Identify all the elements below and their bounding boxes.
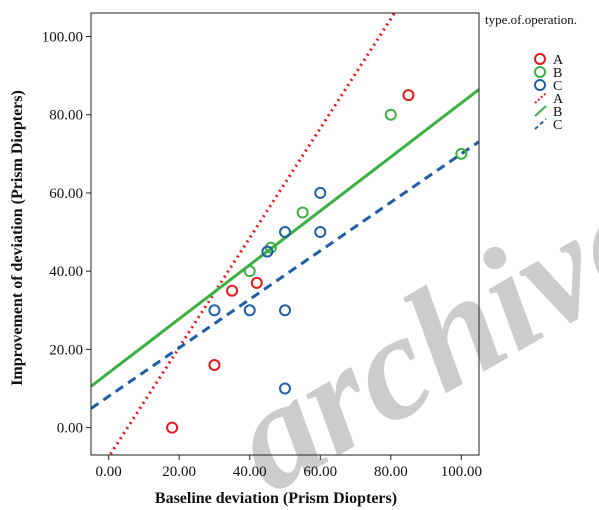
data-point xyxy=(226,284,239,297)
y-tick-label: 80.00 xyxy=(49,108,83,124)
legend-label: B xyxy=(553,105,562,120)
legend-marker-B xyxy=(534,66,546,78)
y-tick-label: 20.00 xyxy=(49,342,83,358)
legend-label: C xyxy=(553,79,562,94)
data-point xyxy=(279,226,291,239)
data-point xyxy=(314,186,327,199)
series-A-points xyxy=(166,89,415,434)
legend-label: B xyxy=(553,66,562,81)
watermark: archive xyxy=(204,151,599,510)
data-point xyxy=(279,304,291,317)
y-axis-title: Improvement of deviation (Prism Diopters… xyxy=(9,90,26,386)
x-tick-label: 40.00 xyxy=(233,464,267,480)
data-point xyxy=(208,359,221,372)
data-point xyxy=(243,304,256,317)
y-tick-label: 40.00 xyxy=(49,264,83,280)
plot-frame xyxy=(90,12,480,456)
x-tick-label: 0.00 xyxy=(96,464,122,480)
legend-title: type.of.operation. xyxy=(485,12,577,27)
legend-line-B xyxy=(534,105,547,117)
y-tick-label: 60.00 xyxy=(49,186,83,202)
data-point xyxy=(296,206,309,219)
x-axis-title: Baseline deviation (Prism Diopters) xyxy=(155,490,397,507)
legend-marker-A xyxy=(534,53,546,65)
data-point xyxy=(243,265,256,278)
x-tick-label: 100.00 xyxy=(441,464,482,480)
legend-marker-C xyxy=(534,79,546,91)
y-axis: 0.00 20.00 40.00 60.00 80.00 100.00 xyxy=(42,29,91,437)
data-point xyxy=(261,245,274,258)
data-point xyxy=(166,421,179,434)
legend-line-A xyxy=(534,92,547,104)
data-point xyxy=(455,147,468,160)
fit-line-C xyxy=(91,140,479,410)
x-tick-label: 60.00 xyxy=(303,464,337,480)
x-tick-label: 80.00 xyxy=(374,464,408,480)
series-C-points xyxy=(208,186,327,395)
data-point xyxy=(279,382,291,395)
y-tick-label: 100.00 xyxy=(42,29,83,45)
data-point xyxy=(402,89,415,102)
data-point xyxy=(384,108,397,121)
legend-label: C xyxy=(553,118,562,133)
legend-line-C xyxy=(534,118,547,130)
legend-label: A xyxy=(553,53,564,68)
x-axis: 0.00 20.00 40.00 60.00 80.00 100.00 xyxy=(96,455,482,480)
data-point xyxy=(250,276,263,289)
plot-area xyxy=(91,13,479,455)
y-tick-label: 0.00 xyxy=(57,421,83,437)
legend-label: A xyxy=(553,92,564,107)
data-point xyxy=(208,304,221,317)
x-tick-label: 20.00 xyxy=(162,464,196,480)
data-point xyxy=(314,226,327,239)
